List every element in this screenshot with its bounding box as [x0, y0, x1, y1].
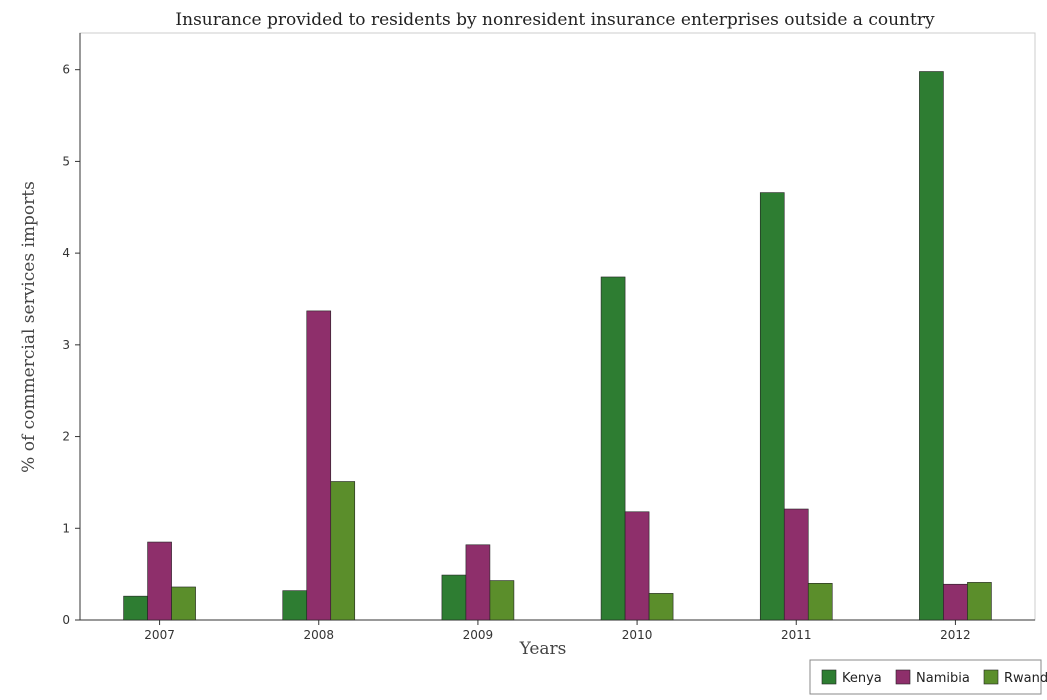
- x-tick-label: 2010: [622, 628, 653, 642]
- bar-kenya-2009: [441, 574, 467, 621]
- y-tick-label: 5: [62, 154, 70, 168]
- bar-rwanda-2010: [648, 593, 674, 621]
- y-tick-label: 3: [62, 338, 70, 352]
- y-tick-label: 0: [62, 613, 70, 627]
- bar-namibia-2011: [783, 508, 809, 621]
- legend-swatch-rwanda: [983, 669, 999, 685]
- bar-rwanda-2011: [807, 583, 833, 621]
- y-axis-label: % of commercial services imports: [19, 181, 39, 473]
- y-tick-label: 1: [62, 521, 70, 535]
- y-tick-label: 6: [62, 63, 70, 77]
- x-tick-label: 2012: [940, 628, 971, 642]
- bar-kenya-2012: [919, 71, 944, 621]
- legend-frame: [809, 659, 1042, 695]
- bar-kenya-2008: [282, 590, 308, 621]
- x-tick-label: 2007: [144, 628, 175, 642]
- bar-namibia-2012: [943, 583, 968, 621]
- bar-namibia-2010: [624, 511, 650, 621]
- bar-kenya-2010: [600, 276, 626, 621]
- y-tick-label: 2: [62, 430, 70, 444]
- bars: [123, 71, 992, 621]
- x-tick-label: 2009: [463, 628, 494, 642]
- y-tick-label: 4: [62, 246, 70, 260]
- plot-frame: [79, 32, 1036, 621]
- legend-swatch-namibia: [895, 669, 911, 685]
- bar-namibia-2007: [147, 541, 172, 621]
- bar-rwanda-2009: [489, 580, 515, 621]
- y-axis: 0 1 2 3 4 5 6: [62, 33, 81, 627]
- chart-title: Insurance provided to residents by nonre…: [175, 10, 935, 30]
- legend-label-namibia: Namibia: [916, 671, 970, 686]
- bar-rwanda-2008: [330, 481, 356, 621]
- legend-swatch-kenya: [821, 669, 837, 685]
- bar-kenya-2007: [123, 595, 148, 621]
- x-tick-label: 2008: [303, 628, 334, 642]
- bar-rwanda-2012: [967, 582, 992, 621]
- legend: Kenya Namibia Rwanda: [809, 659, 1047, 695]
- bar-rwanda-2007: [171, 586, 196, 621]
- x-tick-label: 2011: [781, 628, 812, 642]
- bar-namibia-2008: [306, 310, 332, 621]
- x-axis-label: Years: [519, 639, 567, 659]
- legend-label-rwanda: Rwanda: [1004, 671, 1047, 686]
- bar-kenya-2011: [759, 192, 785, 621]
- legend-label-kenya: Kenya: [842, 671, 882, 686]
- x-axis: 2007 2008 2009 2010 2011 2012: [80, 619, 1035, 642]
- bar-namibia-2009: [465, 544, 491, 621]
